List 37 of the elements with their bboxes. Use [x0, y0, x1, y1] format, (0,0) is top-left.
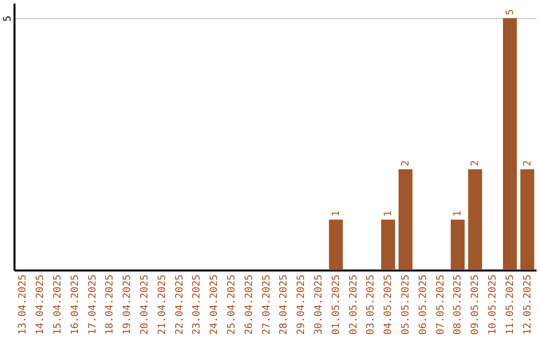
x-tick-label: 18.04.2025: [104, 274, 116, 335]
x-tick-label: 29.04.2025: [296, 274, 308, 335]
x-tick-label: 05.05.2025: [400, 274, 412, 335]
x-tick-label: 20.04.2025: [140, 274, 150, 335]
data-label: 2: [522, 160, 534, 166]
data-label: 2: [400, 160, 412, 166]
x-tick-label: 25.04.2025: [226, 274, 238, 335]
x-tick-label: 15.04.2025: [52, 274, 64, 335]
x-tick-label: 13.04.2025: [18, 274, 29, 335]
x-tick-label: 11.05.2025: [504, 274, 516, 335]
x-tick-label: 28.04.2025: [278, 274, 290, 335]
x-tick-label: 12.05.2025: [522, 274, 534, 335]
x-tick-label: 04.05.2025: [383, 274, 394, 335]
x-tick-label: 06.05.2025: [418, 274, 429, 335]
x-tick-label: 02.05.2025: [348, 274, 360, 335]
data-label: 1: [452, 210, 464, 217]
x-tick-label: 26.04.2025: [244, 274, 255, 335]
x-tick-label: 07.05.2025: [435, 274, 446, 335]
x-tick-label: 30.04.2025: [314, 274, 324, 335]
x-tick-label: 08.05.2025: [452, 274, 464, 335]
x-tick-label: 10.05.2025: [488, 274, 498, 335]
x-tick-label: 14.04.2025: [35, 274, 46, 335]
x-tick-label: 22.04.2025: [174, 274, 186, 335]
x-tick-label: 24.04.2025: [209, 274, 220, 335]
x-tick-label: 17.04.2025: [87, 274, 98, 335]
x-tick-label: 21.04.2025: [156, 274, 168, 335]
x-tick-label: 09.05.2025: [470, 274, 482, 335]
data-label: 1: [383, 210, 394, 217]
x-tick-label: 19.04.2025: [122, 274, 134, 335]
data-label: 2: [470, 160, 482, 166]
data-label: 1: [330, 210, 342, 217]
x-tick-label: 01.05.2025: [330, 274, 342, 335]
data-label: 5: [504, 9, 516, 16]
x-tick-label: 27.04.2025: [261, 274, 272, 335]
x-tick-label: 16.04.2025: [70, 274, 81, 335]
x-tick-label: 03.05.2025: [366, 274, 377, 335]
x-tick-label: 23.04.2025: [192, 274, 203, 335]
